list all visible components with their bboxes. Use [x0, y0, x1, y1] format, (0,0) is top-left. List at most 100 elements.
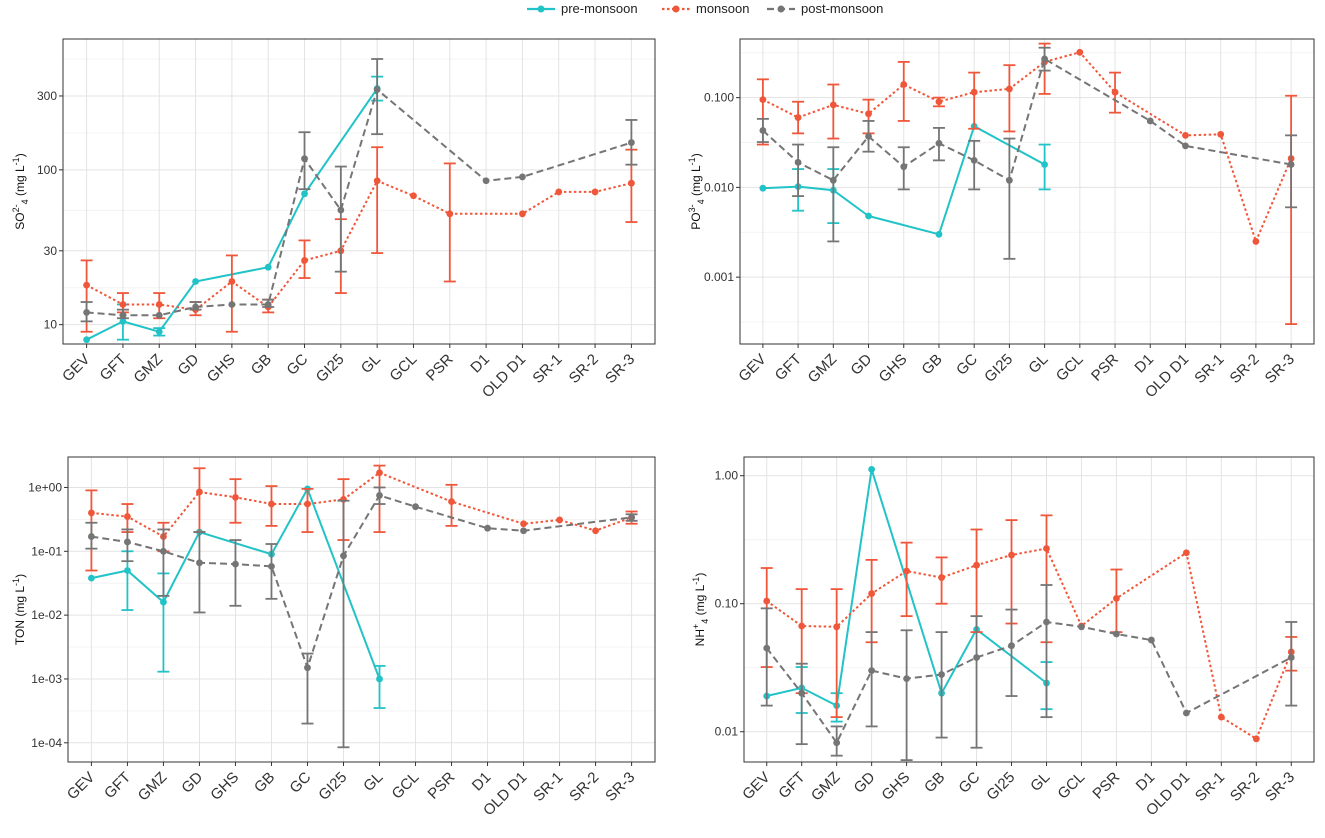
- po4-point-monsoon: [1111, 88, 1119, 96]
- po4-point-post-monsoon: [794, 158, 802, 166]
- so4-point-pre-monsoon: [264, 263, 272, 271]
- nh4-errorbar-post-monsoon: [795, 662, 808, 746]
- nh4-xtick-label: GI25: [983, 769, 1018, 804]
- nh4-errorbar-post-monsoon: [865, 631, 878, 728]
- legend-label-post-monsoon: post-monsoon: [801, 1, 883, 16]
- ton-point-monsoon: [592, 527, 599, 535]
- so4-xtick-label: SR-1: [529, 351, 565, 387]
- ton-point-post-monsoon: [268, 562, 275, 570]
- panel-nh4: 0.01 0.10 1.00 GEV GFT GMZ GD GHS GB GC GI25 GL GCL P…: [691, 456, 1315, 819]
- legend-label-monsoon: monsoon: [696, 1, 749, 16]
- po4-point-monsoon: [759, 96, 767, 104]
- ton-point-post-monsoon: [412, 503, 419, 511]
- ton-errorbar-post-monsoon: [337, 499, 350, 749]
- ton-point-monsoon: [268, 500, 275, 508]
- ton-errorbar-monsoon: [229, 478, 242, 524]
- so4-point-post-monsoon: [627, 139, 635, 146]
- so4-ytick-label: 300: [37, 89, 57, 103]
- po4-xtick-label: GFT: [772, 351, 805, 384]
- so4-point-monsoon: [228, 278, 236, 285]
- ton-point-monsoon: [124, 513, 131, 520]
- po4-ytick-label: 0.100: [704, 91, 734, 105]
- nh4-ytick-label: 1.00: [715, 469, 739, 483]
- nh4-point-monsoon: [1008, 551, 1015, 559]
- so4-errorbar-post-monsoon: [334, 165, 347, 273]
- nh4-errorbar-post-monsoon: [760, 607, 773, 707]
- ton-xtick-label: GCL: [389, 769, 423, 803]
- ton-xtick-label: SR-1: [530, 769, 566, 805]
- po4-xtick-label: GCL: [1053, 351, 1087, 385]
- nh4-point-post-monsoon: [1078, 623, 1085, 631]
- so4-point-pre-monsoon: [192, 278, 199, 285]
- nh4-ylabel: NH+4 (mg L-1): [691, 573, 710, 647]
- so4-xtick-label: GC: [283, 351, 311, 379]
- po4-ytick-label: 0.010: [704, 180, 734, 194]
- so4-point-post-monsoon: [519, 173, 526, 181]
- nh4-point-post-monsoon: [798, 689, 806, 697]
- ton-point-pre-monsoon: [88, 574, 95, 582]
- so4-xtick-label: GB: [248, 351, 275, 378]
- po4-point-pre-monsoon: [865, 212, 872, 220]
- so4-point-monsoon: [555, 188, 563, 196]
- so4-xtick-label: GCL: [386, 351, 420, 385]
- ton-point-post-monsoon: [232, 560, 239, 568]
- so4-point-post-monsoon: [83, 308, 91, 316]
- po4-xtick-label: GL: [1025, 351, 1051, 377]
- po4-xtick-label: GEV: [735, 351, 769, 385]
- ton-ytick-label: 1e+00: [28, 480, 62, 494]
- po4-point-post-monsoon: [759, 127, 767, 134]
- po4-xtick-label: GHS: [876, 351, 911, 386]
- ton-point-monsoon: [232, 493, 239, 501]
- nh4-point-post-monsoon: [833, 739, 841, 747]
- so4-xtick-label: GEV: [59, 351, 93, 385]
- nh4-errorbar-post-monsoon: [1005, 608, 1018, 697]
- so4-ytick-label: 100: [37, 163, 57, 177]
- po4-series-post-monsoon: [756, 46, 1298, 260]
- po4-errorbar-monsoon: [1003, 64, 1016, 133]
- so4-ylabel: SO2-4 (mg L-1): [11, 153, 30, 229]
- po4-xtick-label: SR-3: [1262, 351, 1298, 387]
- ton-errorbar-monsoon: [301, 487, 314, 533]
- so4-point-monsoon: [591, 188, 599, 196]
- nh4-point-monsoon: [1217, 713, 1225, 721]
- po4-errorbar-post-monsoon: [792, 143, 805, 197]
- po4-point-monsoon: [935, 98, 943, 106]
- nh4-point-monsoon: [1043, 545, 1050, 552]
- nh4-line-post-monsoon: [765, 620, 1292, 745]
- so4-errorbar-post-monsoon: [371, 58, 384, 136]
- panel-so4: 10 30 100 300 GEV GFT GMZ GD GHS GB GC GI25 GL GCL PSR…: [11, 38, 656, 401]
- ton-ytick-label: 1e-03: [31, 672, 62, 686]
- so4-xtick-label: D1: [467, 351, 493, 377]
- po4-ylabel: PO3-4 (mg L-1): [687, 153, 706, 229]
- so4-point-post-monsoon: [301, 155, 308, 163]
- po4-errorbar-post-monsoon: [827, 146, 840, 243]
- so4-errorbar-monsoon: [225, 254, 238, 333]
- so4-point-pre-monsoon: [155, 328, 163, 336]
- ton-panel-border: [67, 456, 656, 763]
- ton-errorbar-post-monsoon: [157, 528, 170, 597]
- nh4-point-monsoon: [833, 623, 841, 631]
- po4-plot-area: [740, 39, 1314, 344]
- po4-point-monsoon: [1217, 130, 1225, 138]
- so4-point-monsoon: [301, 257, 308, 264]
- so4-point-pre-monsoon: [83, 336, 91, 344]
- ton-point-monsoon: [520, 520, 527, 528]
- po4-panel-border: [739, 38, 1315, 345]
- ton-xtick-label: GFT: [101, 769, 134, 802]
- nh4-point-monsoon: [1113, 595, 1120, 602]
- nh4-point-post-monsoon: [973, 654, 980, 661]
- so4-xtick-label: SR-2: [566, 351, 602, 387]
- nh4-point-post-monsoon: [1008, 642, 1015, 650]
- po4-point-monsoon: [794, 114, 802, 121]
- po4-xtick-label: GB: [918, 351, 945, 378]
- nh4-plot-area: [744, 457, 1314, 762]
- nh4-panel-border: [743, 456, 1315, 763]
- po4-errorbar-post-monsoon: [968, 139, 981, 191]
- so4-point-pre-monsoon: [301, 190, 308, 198]
- ton-point-post-monsoon: [124, 538, 131, 546]
- nh4-xtick-label: SR-1: [1192, 769, 1228, 805]
- nh4-xtick-label: GCL: [1054, 769, 1088, 803]
- ton-point-post-monsoon: [88, 533, 95, 540]
- so4-errorbar-monsoon: [371, 146, 384, 254]
